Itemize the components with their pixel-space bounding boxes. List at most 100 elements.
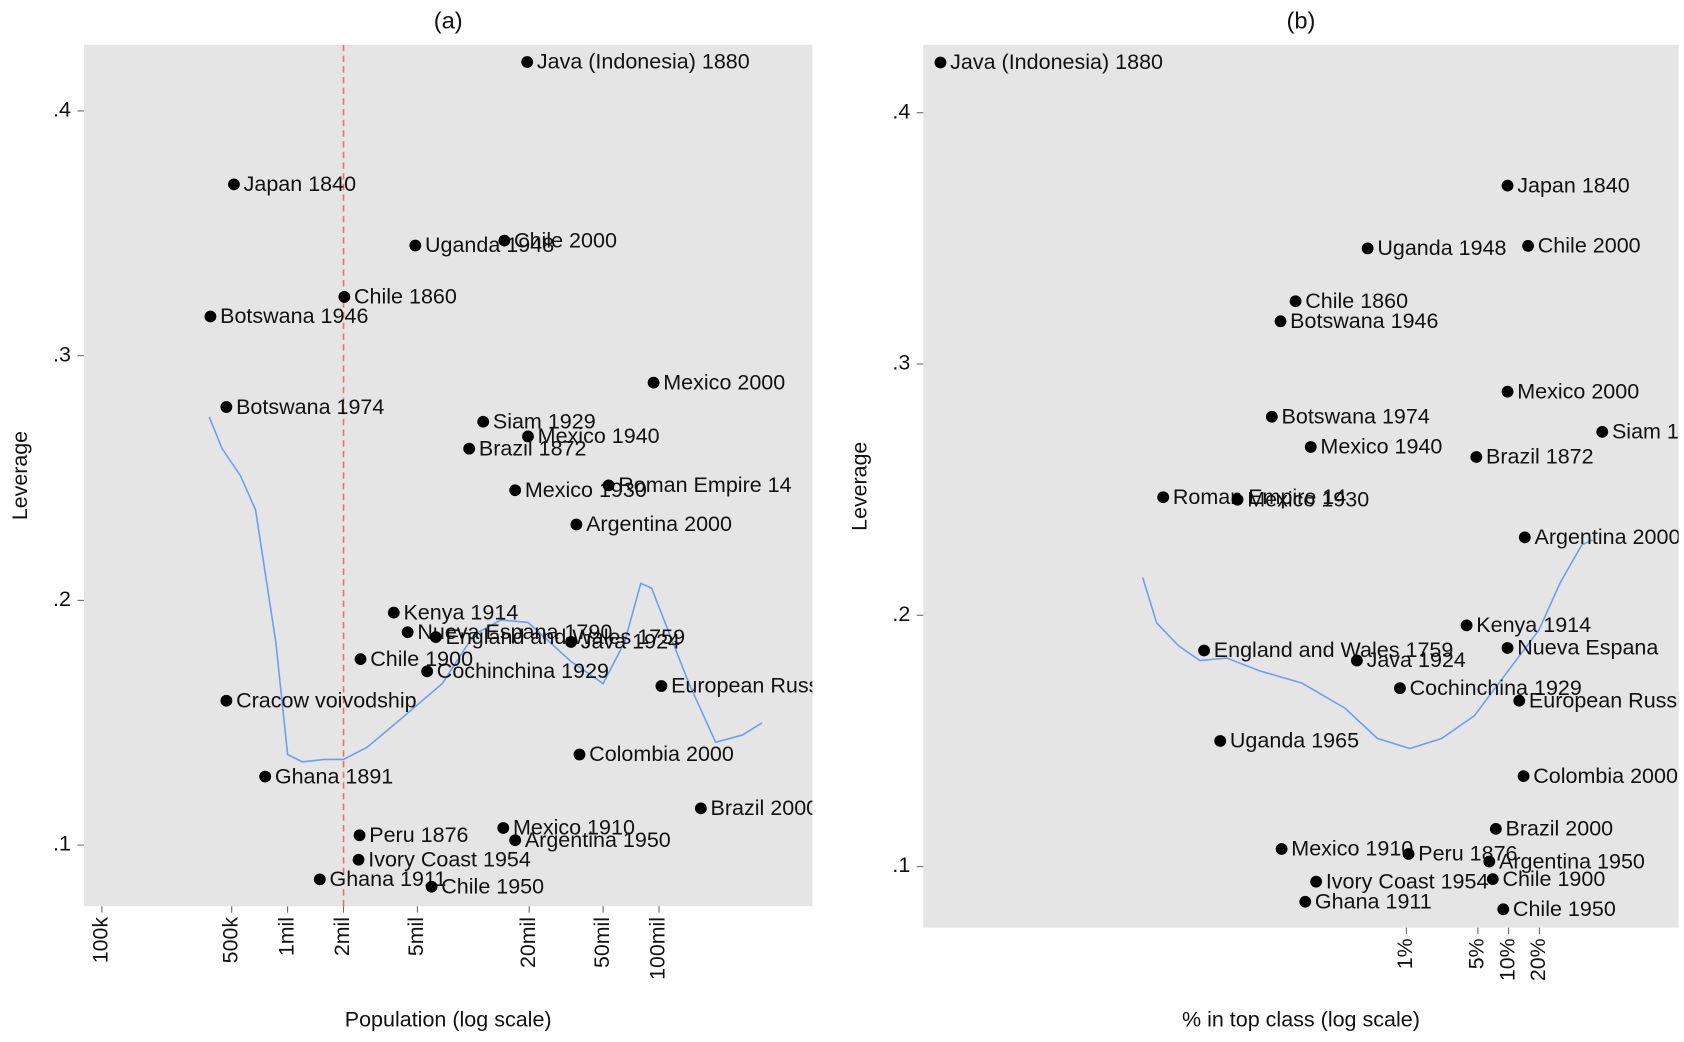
x-tick-label: 1% [1393, 938, 1417, 969]
x-tick-label: 20% [1526, 938, 1550, 981]
point-label: Chile 2000 [1538, 234, 1641, 258]
point-label: Mexico 2000 [1517, 379, 1639, 403]
point [338, 291, 351, 303]
point [509, 834, 522, 847]
point-label: Brazil 2000 [1506, 817, 1614, 841]
y-tick-label: .4 [892, 99, 910, 123]
y-tick-label: .1 [53, 832, 71, 856]
point-label: Ivory Coast 1954 [1326, 869, 1489, 893]
point [313, 873, 326, 886]
x-tick-label: 5% [1464, 938, 1488, 969]
point [220, 401, 233, 413]
fit-line [208, 416, 763, 763]
point [1522, 240, 1535, 252]
point-label: Mexico 1910 [513, 816, 635, 840]
point [602, 479, 615, 492]
y-tick-label: .1 [892, 853, 910, 877]
point-label: Brazil 2000 [711, 796, 819, 820]
point [421, 665, 434, 678]
point-label: Java (Indonesia) 1880 [537, 50, 750, 74]
x-axis-title: Population (log scale) [345, 1007, 552, 1031]
point-label: Kenya 1914 [1476, 613, 1591, 637]
point [1483, 855, 1496, 868]
x-tick-label: 100mil [646, 917, 670, 980]
point [497, 822, 510, 834]
point [228, 178, 240, 191]
point [429, 631, 442, 643]
point [1501, 179, 1514, 192]
point-label: Mexico 1940 [1320, 435, 1442, 459]
y-tick-label: .3 [892, 351, 910, 375]
y-axis-title: Leverage [847, 442, 871, 531]
point [1501, 642, 1514, 654]
point [1518, 531, 1531, 544]
point-label: Cracow voivodship [236, 688, 417, 712]
point-label: Chile 1900 [370, 647, 473, 671]
point-label: Mexico 1910 [1291, 837, 1413, 861]
point [1265, 410, 1278, 423]
point-label: Botswana 1946 [1290, 309, 1438, 333]
point [1517, 770, 1530, 783]
chart-title: (a) [434, 8, 463, 34]
point-label: Cochinchina 1929 [437, 659, 609, 683]
point-label: Java (Indonesia) 1880 [950, 50, 1163, 74]
point [1304, 441, 1317, 453]
point-label: Uganda 1948 [1377, 236, 1506, 260]
point-label: Ghana 1911 [329, 867, 446, 891]
point [354, 653, 367, 665]
point [259, 770, 272, 783]
point-label: Ghana 1891 [275, 764, 393, 788]
point-label: Argentina 1950 [1499, 849, 1645, 873]
point-label: Uganda 1965 [1230, 729, 1359, 753]
point-label: Uganda 1948 [425, 233, 554, 257]
point [522, 430, 534, 443]
point [934, 56, 947, 69]
point-label: Argentina 1950 [525, 828, 671, 852]
point [498, 234, 511, 247]
point-label: Chile 1950 [1513, 897, 1616, 921]
point-label: European Russia [1529, 689, 1684, 713]
point-label: Chile 1860 [1305, 289, 1408, 313]
point-label: Japan 1840 [244, 172, 357, 196]
point [1231, 493, 1244, 506]
y-tick-label: .3 [53, 342, 71, 366]
point [1513, 694, 1526, 707]
x-tick-label: 20mil [516, 917, 540, 968]
x-tick-label: 1mil [274, 917, 298, 956]
point [387, 606, 400, 619]
point-label: Java 1924 [581, 630, 680, 654]
point [647, 376, 660, 389]
point-label: Colombia 2000 [1533, 764, 1678, 788]
point [573, 748, 586, 761]
plot-background [83, 44, 813, 907]
point [565, 636, 577, 648]
point-label: Brazil 1872 [479, 436, 587, 460]
x-tick-label: 2mil [330, 917, 354, 956]
point [1501, 385, 1514, 398]
point-label: Botswana 1974 [236, 395, 384, 419]
point-label: Nueva Espana 1790 [417, 620, 612, 644]
point-label: Argentina 2000 [1535, 525, 1681, 549]
point [1394, 682, 1406, 695]
point [1299, 895, 1312, 908]
x-tick-label: 10% [1495, 938, 1519, 981]
point [353, 829, 366, 842]
y-tick-label: .2 [892, 602, 910, 626]
plot-area: Java (Indonesia) 1880 Japan 1840 Uganda 19… [204, 44, 836, 907]
point-label: Mexico 2000 [663, 370, 785, 394]
point [477, 415, 490, 428]
point-label: Botswana 1946 [220, 304, 368, 328]
chart-title: (b) [1286, 8, 1315, 34]
point-label: Argentina 2000 [586, 512, 732, 536]
point [352, 853, 365, 866]
point-label: Japan 1840 [1517, 173, 1630, 197]
point-label: European Russia [671, 674, 836, 698]
x-tick-label: 500k [218, 917, 242, 964]
point [1214, 735, 1227, 747]
point-label: Chile 2000 [514, 228, 617, 252]
point [1596, 425, 1609, 438]
point-label: Roman Empire 14 [1173, 485, 1346, 509]
point [1274, 315, 1287, 328]
